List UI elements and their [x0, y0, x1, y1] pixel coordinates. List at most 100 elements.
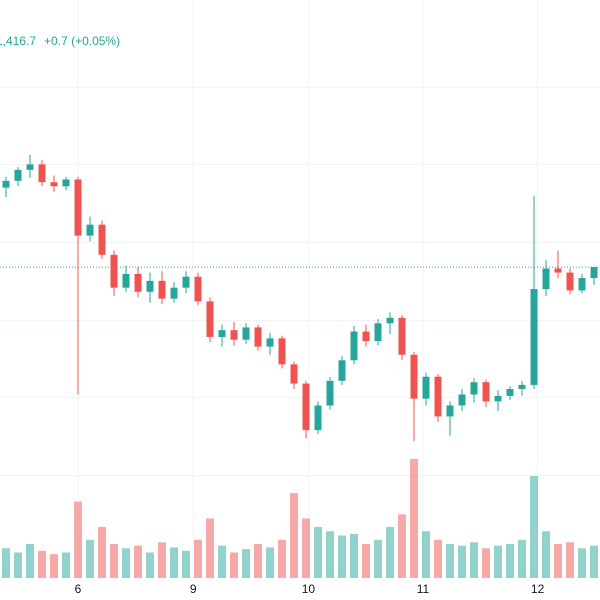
grid: [0, 0, 600, 580]
candle-body: [182, 276, 190, 288]
volume-bar: [398, 514, 406, 578]
candle-body: [206, 301, 214, 337]
volume-bar: [134, 545, 142, 578]
volume-bar: [74, 501, 82, 578]
volume-bar: [422, 531, 430, 578]
candle-body: [506, 389, 514, 396]
candle-body: [122, 273, 130, 288]
volume-bar: [122, 548, 130, 578]
volume-bar: [278, 539, 286, 578]
volume-bar: [302, 518, 310, 578]
price-change: +0.7 (+0.05%): [44, 34, 120, 48]
volume-bar: [50, 554, 58, 578]
candle-body: [254, 327, 262, 347]
volume-bar: [506, 544, 514, 578]
candle-body: [314, 405, 322, 431]
candle-body: [350, 331, 358, 361]
candle-body: [542, 268, 550, 290]
volume-bar: [254, 544, 262, 578]
volume-bar: [194, 539, 202, 578]
candle-body: [194, 276, 202, 302]
candle-body: [230, 330, 238, 340]
candle-body: [278, 338, 286, 365]
volume-bar: [242, 549, 250, 578]
volume-bar: [218, 545, 226, 578]
candle-body: [302, 383, 310, 431]
volume-bar: [338, 535, 346, 578]
volume-bar: [458, 545, 466, 578]
volume-bar: [158, 542, 166, 578]
volume-bar: [554, 544, 562, 578]
volume-bar: [206, 518, 214, 578]
volume-bar: [86, 539, 94, 578]
volume-bar: [386, 527, 394, 578]
candle-body: [86, 224, 94, 236]
volume-bar: [518, 539, 526, 578]
candle-body: [410, 354, 418, 399]
volume-bar: [170, 547, 178, 578]
candle-body: [518, 384, 526, 390]
volume-bar: [410, 459, 418, 578]
candle-body: [470, 382, 478, 395]
volume-bar: [2, 548, 10, 578]
volume-bar: [98, 527, 106, 578]
candle-body: [446, 405, 454, 417]
volume-bar: [470, 542, 478, 578]
volume-bar: [266, 547, 274, 578]
time-axis-strip: [0, 580, 600, 600]
volume-bar: [290, 493, 298, 578]
candle-body: [38, 164, 46, 183]
candle-body: [98, 224, 106, 255]
volume-bar: [350, 533, 358, 578]
candle-body: [482, 382, 490, 402]
volume-bar: [590, 545, 598, 578]
last-price: 1,416.7: [0, 34, 36, 48]
candle-body: [326, 380, 334, 406]
volume-bar: [314, 527, 322, 578]
x-tick-label: 12: [531, 582, 545, 596]
candle-body: [74, 179, 82, 236]
volume-bar: [26, 544, 34, 578]
volume-bar: [326, 531, 334, 578]
candle-body: [554, 268, 562, 273]
candle-body: [134, 273, 142, 292]
candle-body: [578, 278, 586, 291]
candle-body: [110, 254, 118, 288]
volume-bar: [182, 550, 190, 578]
volume-bar: [434, 539, 442, 578]
candle-body: [14, 169, 22, 181]
volume-bar: [362, 544, 370, 578]
volume-layer: [2, 459, 598, 578]
volume-bar: [542, 531, 550, 578]
x-tick-label: 6: [75, 582, 82, 596]
labels: 6 9 10 11 12 1,416.7 +0.7 (+0.05%): [0, 34, 600, 600]
candle-body: [374, 323, 382, 342]
volume-bar: [14, 552, 22, 578]
candle-body: [422, 376, 430, 399]
candle-body: [434, 376, 442, 417]
volume-bar: [62, 552, 70, 578]
volume-bar: [482, 548, 490, 578]
candle-body: [170, 287, 178, 299]
volume-bar: [110, 544, 118, 578]
candle-body: [290, 364, 298, 384]
volume-bar: [566, 542, 574, 578]
candle-body: [362, 331, 370, 342]
x-tick-label: 11: [417, 582, 430, 596]
candle-body: [338, 360, 346, 381]
candle-body: [458, 394, 466, 406]
candle-body: [50, 182, 58, 187]
candle-body: [62, 179, 70, 187]
volume-bar: [446, 544, 454, 578]
candle-body: [266, 338, 274, 347]
volume-bar: [374, 539, 382, 578]
candle-body: [242, 327, 250, 340]
candle-body: [158, 280, 166, 299]
volume-bar: [578, 548, 586, 578]
candle-body: [386, 317, 394, 324]
x-tick-label: 10: [302, 582, 316, 596]
candle-body: [146, 280, 154, 292]
candle-body: [26, 164, 34, 170]
